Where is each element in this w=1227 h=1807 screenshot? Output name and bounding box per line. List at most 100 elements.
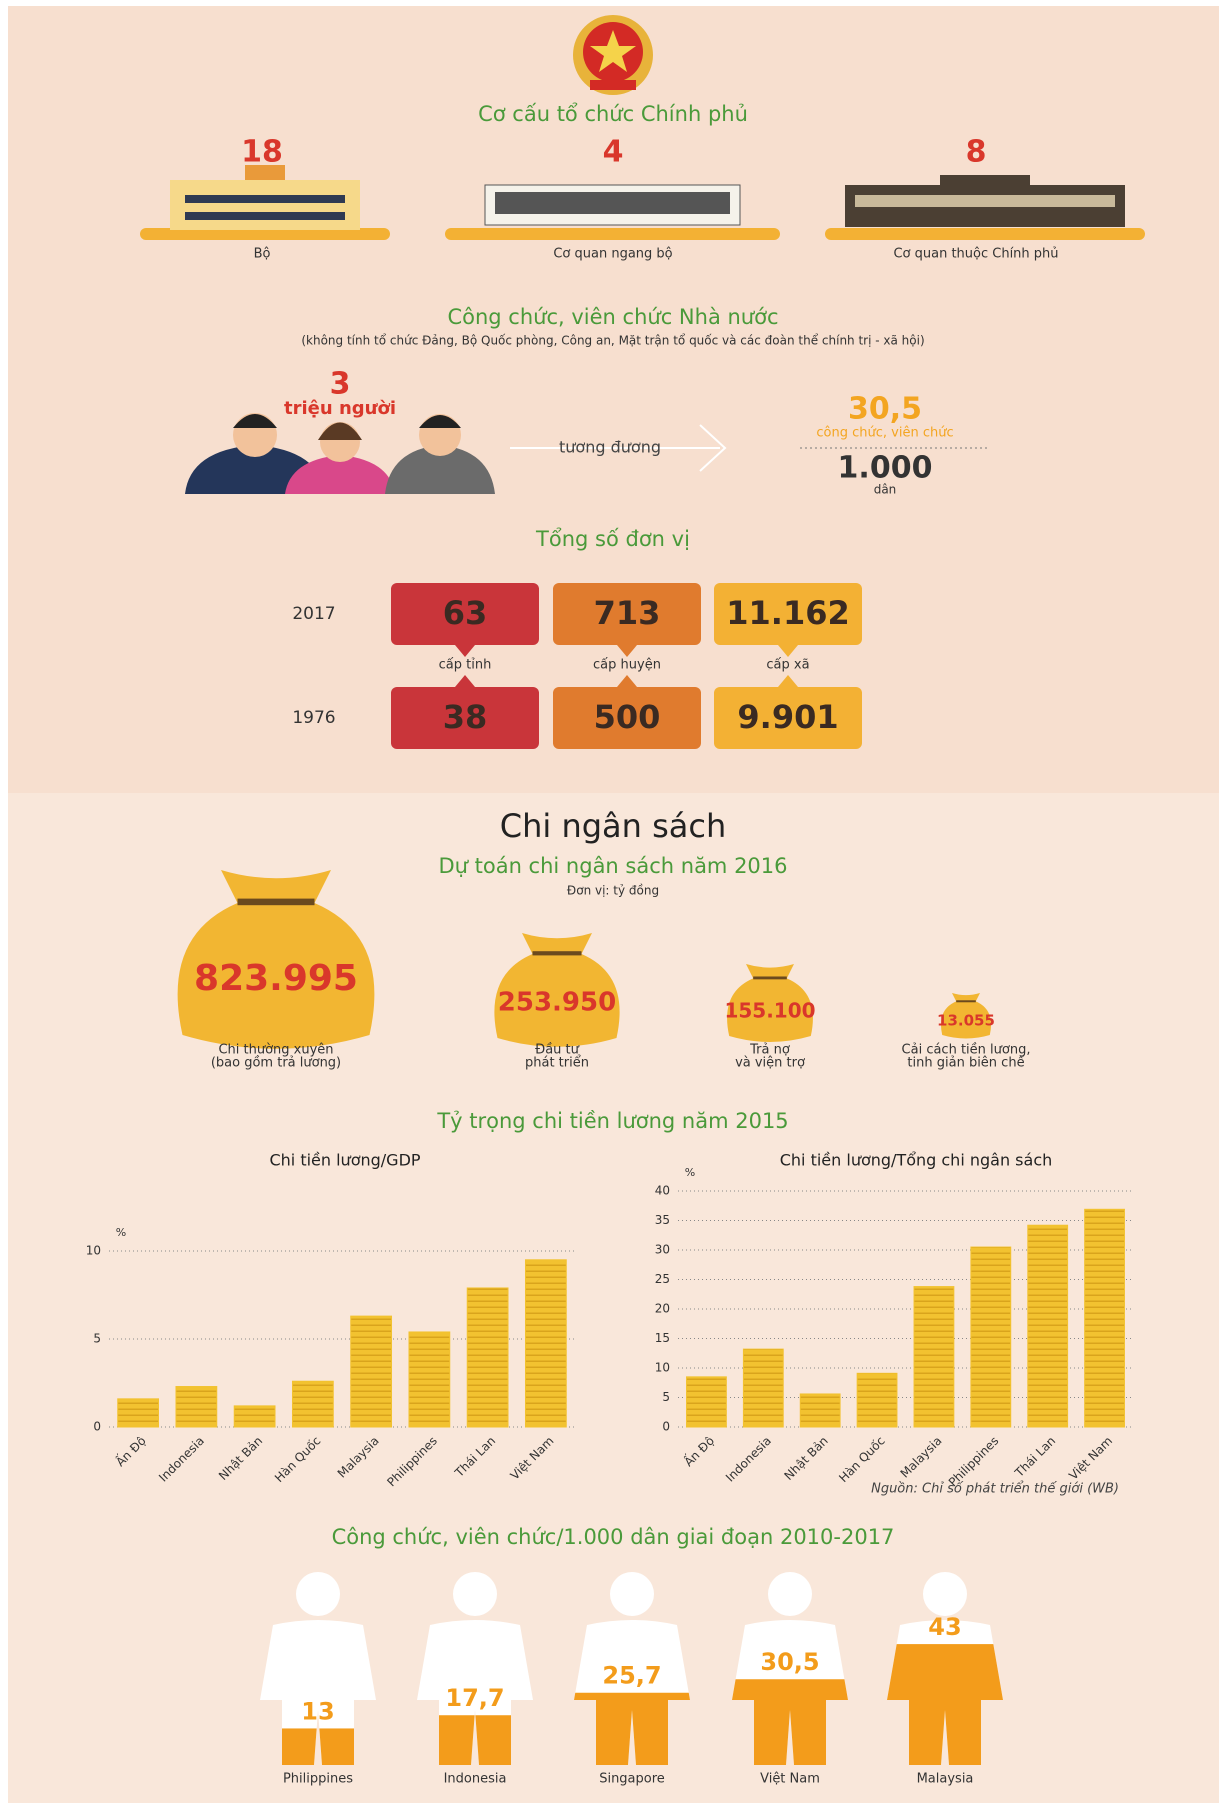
section-title: Tỷ trọng chi tiền lương năm 2015 — [436, 1109, 788, 1133]
figure-value: 30,5 — [760, 1648, 819, 1676]
bag-tie — [237, 898, 315, 906]
bar — [799, 1393, 841, 1428]
unit-count: 9.901 — [737, 698, 838, 736]
level-label: cấp tỉnh — [439, 658, 492, 673]
total-unit: triệu người — [284, 398, 396, 419]
unit-count: 11.162 — [726, 594, 849, 632]
source: Nguồn: Chỉ số phát triển thế giới (WB) — [871, 1482, 1119, 1497]
bar — [1084, 1208, 1125, 1428]
figure-value: 43 — [928, 1613, 961, 1641]
section-title: Công chức, viên chức Nhà nước — [447, 305, 778, 329]
unit-count: 500 — [594, 698, 661, 736]
buildings — [140, 165, 1145, 240]
bar — [970, 1246, 1012, 1428]
bar — [466, 1287, 509, 1428]
money-bag — [727, 964, 813, 1042]
budget-label: phát triển — [525, 1056, 589, 1071]
unit: Đơn vị: tỷ đồng — [567, 884, 659, 898]
y-tick-label: 15 — [655, 1331, 670, 1345]
y-tick-label: 10 — [655, 1361, 670, 1375]
bag-tie — [956, 1000, 976, 1003]
unit-box — [391, 687, 539, 749]
bar — [175, 1386, 218, 1428]
box-tip — [617, 645, 637, 657]
y-tick-label: 5 — [662, 1390, 670, 1404]
y-tick-label: 25 — [655, 1272, 670, 1286]
section-title: Dự toán chi ngân sách năm 2016 — [438, 854, 787, 878]
unit-count: 63 — [443, 594, 488, 632]
chart-title: Chi tiền lương/Tổng chi ngân sách — [780, 1151, 1053, 1170]
bar — [117, 1398, 160, 1428]
y-tick-label: 20 — [655, 1302, 670, 1316]
bar — [742, 1348, 784, 1428]
bar — [524, 1259, 567, 1428]
bag-tie — [532, 951, 582, 956]
org-label: Bộ — [254, 247, 271, 262]
emblem — [573, 15, 653, 95]
budget-label: tinh giản biên chế — [907, 1056, 1024, 1071]
figure-head — [610, 1572, 654, 1616]
year: 1976 — [292, 708, 335, 728]
budget-value: 253.950 — [498, 988, 616, 1018]
y-tick-label: 35 — [655, 1213, 670, 1227]
figure-value: 25,7 — [602, 1662, 661, 1690]
unit-box — [391, 583, 539, 645]
budget-label: Chi thường xuyên — [218, 1043, 333, 1058]
budget-value: 13.055 — [937, 1012, 995, 1030]
figure-label: Malaysia — [917, 1772, 974, 1787]
ratio-label: công chức, viên chức — [816, 426, 953, 441]
org-count: 18 — [241, 135, 283, 170]
money-bag — [177, 870, 375, 1049]
section-title: Tổng số đơn vị — [535, 527, 690, 551]
box-tip — [617, 675, 637, 687]
bar — [856, 1372, 898, 1428]
budget-label: (bao gồm trả lương) — [211, 1056, 341, 1071]
y-axis-label: % — [116, 1226, 126, 1239]
level-label: cấp huyện — [593, 658, 661, 673]
box-tip — [455, 645, 475, 657]
bar — [350, 1315, 393, 1428]
equivalent: tương đương — [559, 438, 661, 457]
figure-label: Việt Nam — [760, 1772, 820, 1787]
y-tick-label: 30 — [655, 1243, 670, 1257]
unit-box — [714, 687, 862, 749]
level-label: cấp xã — [766, 658, 809, 673]
unit-count: 38 — [443, 698, 488, 736]
unit-box — [553, 583, 701, 645]
figure-head — [768, 1572, 812, 1616]
box-tip — [778, 675, 798, 687]
org-count: 4 — [603, 135, 624, 170]
budget-label: Trả nợ — [749, 1043, 790, 1058]
bar — [913, 1286, 955, 1428]
budget-value: 823.995 — [194, 958, 358, 999]
bag-tie — [753, 976, 787, 980]
heading: Chi ngân sách — [500, 807, 727, 845]
box-tip — [455, 675, 475, 687]
figure-head — [923, 1572, 967, 1616]
y-tick-label: 40 — [655, 1184, 670, 1198]
ratio: 30,5 — [848, 392, 922, 427]
figure-head — [453, 1572, 497, 1616]
bar — [291, 1380, 334, 1428]
people — [185, 413, 495, 494]
bar — [408, 1331, 451, 1428]
section-title: Cơ cấu tổ chức Chính phủ — [478, 102, 748, 126]
per-label: dân — [874, 483, 897, 497]
budget-label: Cải cách tiền lương, — [902, 1043, 1031, 1058]
figure-value: 17,7 — [445, 1684, 504, 1712]
figure-label: Philippines — [283, 1772, 353, 1787]
y-tick-label: 5 — [93, 1332, 101, 1346]
y-tick-label: 0 — [93, 1420, 101, 1434]
bar — [686, 1376, 727, 1428]
y-axis-label: % — [685, 1166, 695, 1179]
budget-label: Đầu tư — [535, 1043, 580, 1058]
figure-label: Singapore — [599, 1772, 665, 1787]
org-count: 8 — [966, 135, 987, 170]
box-tip — [778, 645, 798, 657]
figure-value: 13 — [301, 1697, 334, 1725]
per: 1.000 — [838, 451, 933, 486]
budget-value: 155.100 — [724, 999, 815, 1023]
year: 2017 — [292, 604, 335, 624]
